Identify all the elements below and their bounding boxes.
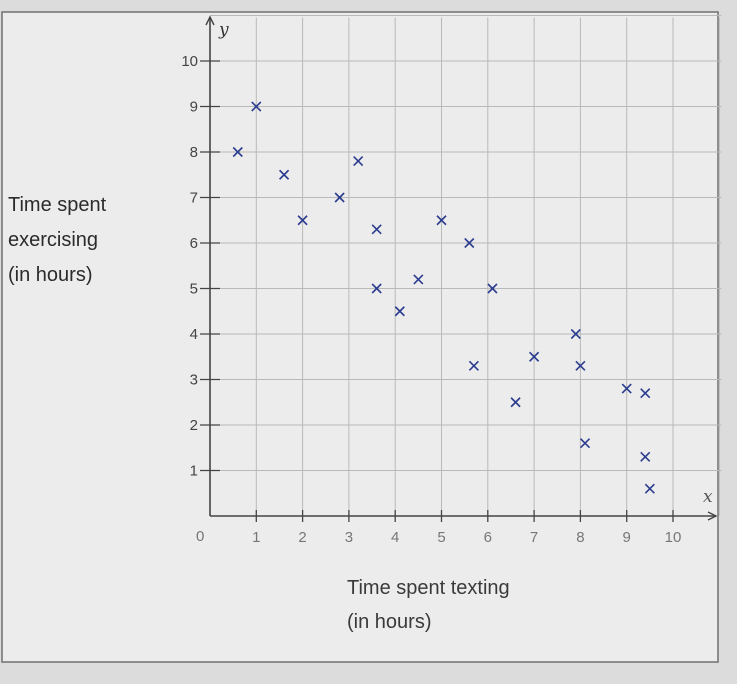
data-point [394, 306, 405, 317]
data-point [644, 483, 655, 494]
y-axis-arrow [205, 15, 215, 26]
data-point-stroke [232, 146, 243, 158]
x-tick-label: 6 [484, 529, 492, 546]
y-axis-label-line-2: exercising [8, 229, 99, 251]
ticks: 1 2 3 4 5 6 7 8 9 10 1 2 3 4 5 6 7 8 9 10 [181, 53, 681, 546]
y-tick-label: 2 [190, 417, 198, 434]
x-tick-label: 4 [391, 529, 399, 546]
y-axis-letter: y [218, 20, 229, 40]
data-point [529, 351, 540, 362]
x-tick-label: 8 [576, 529, 584, 546]
data-point [279, 169, 290, 180]
data-point [297, 215, 308, 226]
y-tick-label: 7 [190, 190, 198, 207]
data-point-stroke [487, 283, 498, 294]
data-point [464, 237, 475, 249]
y-tick-label: 5 [190, 281, 198, 298]
data-point [232, 146, 243, 158]
data-point [436, 215, 447, 226]
data-point [570, 328, 581, 340]
data-point-stroke [640, 451, 651, 462]
x-tick-label: 7 [530, 529, 538, 546]
data-point-stroke [353, 156, 364, 167]
data-point-stroke [575, 360, 586, 371]
data-point-stroke [570, 328, 581, 340]
data-points [232, 101, 655, 494]
figure-border [1, 11, 719, 663]
data-point-stroke [279, 169, 290, 180]
data-point [371, 283, 382, 294]
x-axis-label-line-1: Time spent texting [347, 577, 510, 599]
data-point [640, 388, 651, 399]
y-tick-label: 8 [190, 144, 198, 161]
y-tick-label: 10 [181, 53, 198, 70]
data-point-stroke [251, 101, 262, 112]
data-point [579, 438, 591, 449]
y-tick-label: 9 [190, 99, 198, 116]
data-point [640, 451, 651, 462]
y-tick-label: 6 [190, 235, 198, 252]
axes [205, 15, 718, 521]
data-point [487, 283, 498, 294]
data-point-stroke [468, 360, 479, 371]
data-point-stroke [334, 192, 345, 203]
y-tick-label: 3 [190, 372, 198, 389]
data-point-stroke [371, 283, 382, 294]
x-axis-arrow [707, 511, 718, 521]
data-point-stroke [579, 438, 591, 449]
x-tick-label: 2 [298, 529, 306, 546]
data-point [575, 360, 586, 371]
x-tick-label: 5 [437, 529, 445, 546]
x-axis-letter: x [703, 487, 713, 507]
data-point [413, 274, 424, 285]
x-axis-label-line-2: (in hours) [347, 611, 432, 633]
x-tick-label: 9 [623, 529, 631, 546]
data-point [468, 360, 479, 371]
y-axis-label-line-3: (in hours) [8, 264, 93, 286]
y-tick-label: 1 [190, 463, 198, 480]
data-point-stroke [510, 397, 521, 408]
data-point-stroke [371, 224, 382, 235]
origin-label: 0 [196, 528, 204, 545]
data-point-stroke [464, 237, 475, 249]
grid [210, 15, 722, 516]
data-point-stroke [413, 274, 424, 285]
x-tick-label: 3 [345, 529, 353, 546]
data-point-stroke [436, 215, 447, 226]
x-tick-label: 1 [252, 529, 260, 546]
data-point-stroke [394, 306, 405, 317]
data-point-stroke [621, 383, 632, 394]
data-point [510, 397, 521, 408]
x-tick-label: 10 [665, 529, 682, 546]
data-point [334, 192, 345, 203]
data-point [371, 224, 382, 235]
y-axis-label-line-1: Time spent [8, 194, 107, 216]
y-tick-label: 4 [190, 326, 198, 343]
data-point-stroke [529, 351, 540, 362]
data-point [353, 156, 364, 167]
data-point-stroke [644, 483, 655, 494]
data-point-stroke [297, 215, 308, 226]
data-point [621, 383, 632, 394]
data-point [251, 101, 262, 112]
data-point-stroke [640, 388, 651, 399]
